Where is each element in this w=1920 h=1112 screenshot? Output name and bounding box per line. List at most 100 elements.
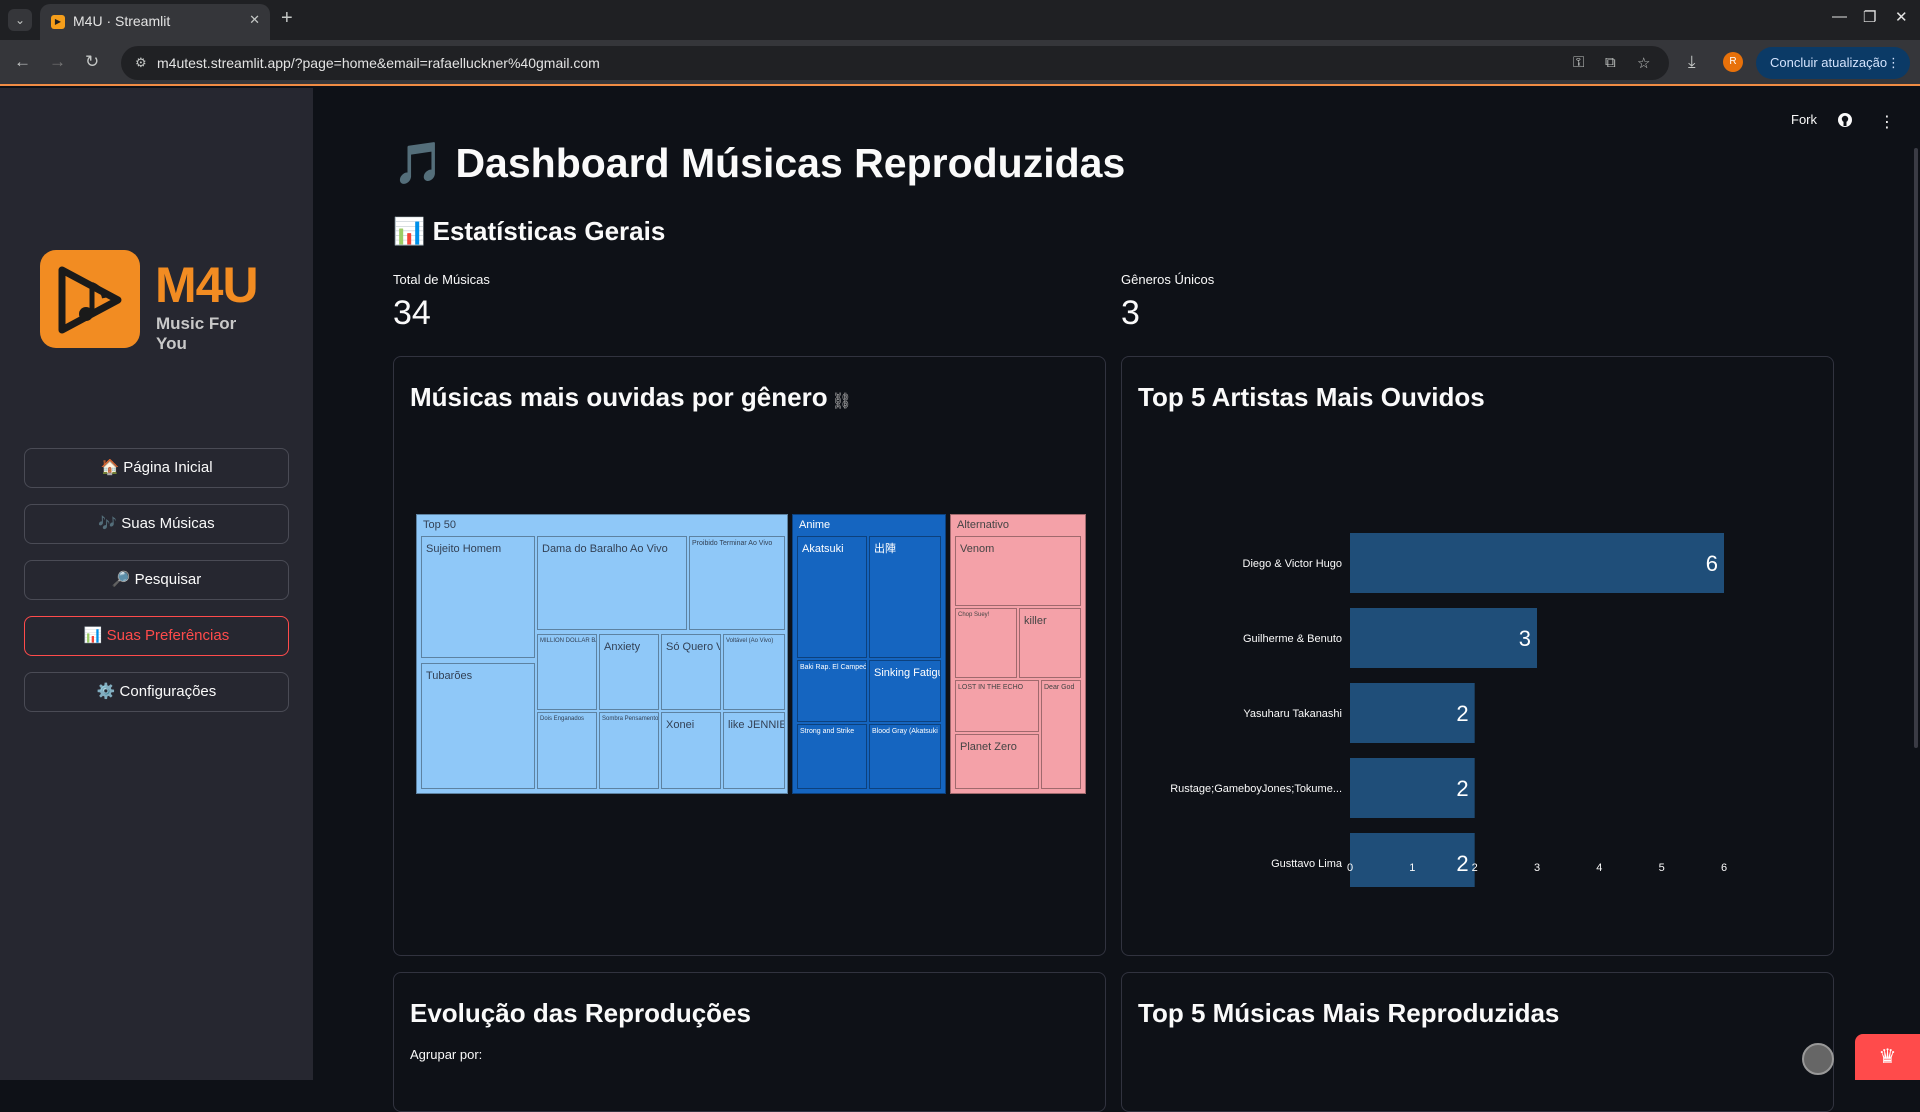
nav-search-button[interactable]: 🔎 Pesquisar [24,560,289,600]
metric-genres-value: 3 [1121,294,1140,332]
streamlit-crown-icon[interactable]: ♛ [1855,1034,1920,1080]
treemap-leaf[interactable]: Blood Gray (Akatsuki Rap) [869,724,941,789]
metric-genres-label: Gêneros Únicos [1121,272,1215,287]
treemap-leaf[interactable]: Só Quero Ver [661,634,721,710]
artist-label: Gusttavo Lima [1271,858,1343,870]
minimize-icon[interactable]: — [1832,8,1847,25]
section-title: 📊 Estatísticas Gerais [393,216,666,246]
close-window-icon[interactable]: ✕ [1895,9,1908,26]
top-artists-card: Top 5 Artistas Mais Ouvidos Diego & Vict… [1121,356,1834,956]
treemap-leaf[interactable]: Sombra Pensamento [599,712,659,789]
treemap-leaf[interactable]: Dear God [1041,680,1081,789]
treemap-leaf[interactable]: Venom [955,536,1081,606]
downloads-icon[interactable]: ⤓ [1688,52,1696,71]
treemap-leaf[interactable]: MILLION DOLLAR BABY [537,634,597,710]
treemap-leaf[interactable]: LOST IN THE ECHO [955,680,1039,732]
top-songs-card: Top 5 Músicas Mais Reproduzidas [1121,972,1834,1112]
artist-bar[interactable] [1350,533,1724,593]
logo-subtitle: Music For You [156,314,237,353]
x-tick-label: 3 [1534,862,1540,874]
nav-home-button[interactable]: 🏠 Página Inicial [24,448,289,488]
tab-title: M4U · Streamlit [73,13,171,29]
close-tab-icon[interactable]: ✕ [249,12,260,27]
treemap-leaf[interactable]: Sinking Fatigue [869,660,941,722]
bookmark-star-icon[interactable]: ☆ [1637,55,1651,72]
sidebar: M4U Music For You 🏠 Página Inicial 🎶 Sua… [0,88,313,1080]
treemap-leaf[interactable]: Chop Suey! [955,608,1017,678]
treemap-leaf[interactable]: Sujeito Homem [421,536,535,658]
menu-dots-icon[interactable]: ⋮ [1887,55,1900,70]
nav-preferences-button[interactable]: 📊 Suas Preferências [24,616,289,656]
treemap-leaf[interactable]: like JENNIE [723,712,785,789]
evolution-card-title: Evolução das Reproduções [410,998,751,1028]
x-tick-label: 4 [1596,862,1602,874]
logo-play-music-icon [40,250,140,348]
treemap-leaf[interactable]: Planet Zero [955,734,1039,789]
bar-value-label: 6 [1706,551,1718,576]
reload-icon[interactable]: ↻ [85,52,100,71]
main-menu-icon[interactable]: ⋮ [1879,114,1895,131]
metric-total-value: 34 [393,294,431,332]
main-content: Fork ⋮ 🎵 Dashboard Músicas Reproduzidas … [313,88,1920,1112]
bar-value-label: 2 [1456,851,1468,876]
bar-value-label: 2 [1456,701,1468,726]
x-tick-label: 2 [1472,862,1478,874]
x-tick-label: 0 [1347,862,1353,874]
restore-icon[interactable]: ❐ [1863,9,1877,26]
top-songs-card-title: Top 5 Músicas Mais Reproduzidas [1138,998,1560,1028]
artist-bar[interactable] [1350,833,1475,887]
genre-card-title: Músicas mais ouvidas por gênero ⛓ [410,382,852,412]
update-button[interactable]: Concluir atualização ⋮ [1756,47,1910,79]
install-app-icon[interactable]: ⧉ [1605,54,1616,71]
x-tick-label: 6 [1721,862,1727,874]
genre-treemap[interactable]: Top 50 Anime Alternativo Sujeito Homem Tubar… [416,514,1086,794]
bar-value-label: 3 [1519,626,1531,651]
streamlit-favicon-icon: ▶ [51,15,65,29]
fork-button[interactable]: Fork [1791,112,1817,127]
github-icon[interactable] [1837,112,1853,132]
artist-bar[interactable] [1350,608,1537,668]
nav-settings-button[interactable]: ⚙️ Configurações [24,672,289,712]
treemap-leaf[interactable]: Baki Rap. El Campeón [797,660,867,722]
x-tick-label: 1 [1409,862,1415,874]
bar-value-label: 2 [1456,776,1468,801]
tab-list-icon[interactable]: ⌄ [8,9,32,31]
treemap-leaf[interactable]: Xonei [661,712,721,789]
treemap-leaf[interactable]: 出陣 [869,536,941,658]
browser-tab-bar: ⌄ ▶ M4U · Streamlit ✕ + — ❐ ✕ [0,0,1920,40]
page-scrollbar[interactable] [1914,148,1918,748]
treemap-leaf[interactable]: Voltável (Ao Vivo) [723,634,785,710]
treemap-leaf[interactable]: Strong and Strike [797,724,867,789]
artist-bar[interactable] [1350,758,1475,818]
treemap-leaf[interactable]: Anxiety [599,634,659,710]
site-settings-icon[interactable]: ⚙ [135,55,147,70]
genre-treemap-card: Músicas mais ouvidas por gênero ⛓ Top 50 A… [393,356,1106,956]
anchor-link-icon[interactable]: ⛓ [831,393,852,410]
profile-avatar[interactable]: R [1723,52,1743,72]
logo-title: M4U [155,257,259,313]
metric-total-label: Total de Músicas [393,272,490,287]
url-text[interactable]: m4utest.streamlit.app/?page=home&email=r… [157,55,600,71]
browser-toolbar: ← → ↻ ⚙ m4utest.streamlit.app/?page=home… [0,40,1920,86]
treemap-leaf[interactable]: Akatsuki [797,536,867,658]
treemap-leaf[interactable]: Tubarões [421,663,535,789]
artist-label: Guilherme & Benuto [1243,633,1342,645]
forward-icon[interactable]: → [49,52,66,71]
artist-label: Yasuharu Takanashi [1243,708,1342,720]
address-bar[interactable]: ⚙ m4utest.streamlit.app/?page=home&email… [121,46,1669,80]
m4u-logo: M4U Music For You [40,250,270,353]
treemap-leaf[interactable]: Proibido Terminar Ao Vivo [689,536,785,630]
key-icon[interactable]: ⚿ [1573,54,1585,71]
new-tab-icon[interactable]: + [281,7,293,29]
browser-tab[interactable]: ▶ M4U · Streamlit ✕ [40,4,270,40]
nav-my-songs-button[interactable]: 🎶 Suas Músicas [24,504,289,544]
treemap-leaf[interactable]: Dois Enganados [537,712,597,789]
page-title: 🎵 Dashboard Músicas Reproduzidas [393,140,1126,186]
artist-bar[interactable] [1350,683,1475,743]
treemap-leaf[interactable]: killer [1019,608,1081,678]
back-icon[interactable]: ← [14,52,31,71]
top-artists-bar-chart[interactable]: Diego & Victor Hugo 6 Guilherme & Benuto 3 Y… [1132,457,1822,887]
artist-label: Diego & Victor Hugo [1243,558,1342,570]
user-avatar[interactable] [1802,1043,1834,1075]
treemap-leaf[interactable]: Dama do Baralho Ao Vivo [537,536,687,630]
